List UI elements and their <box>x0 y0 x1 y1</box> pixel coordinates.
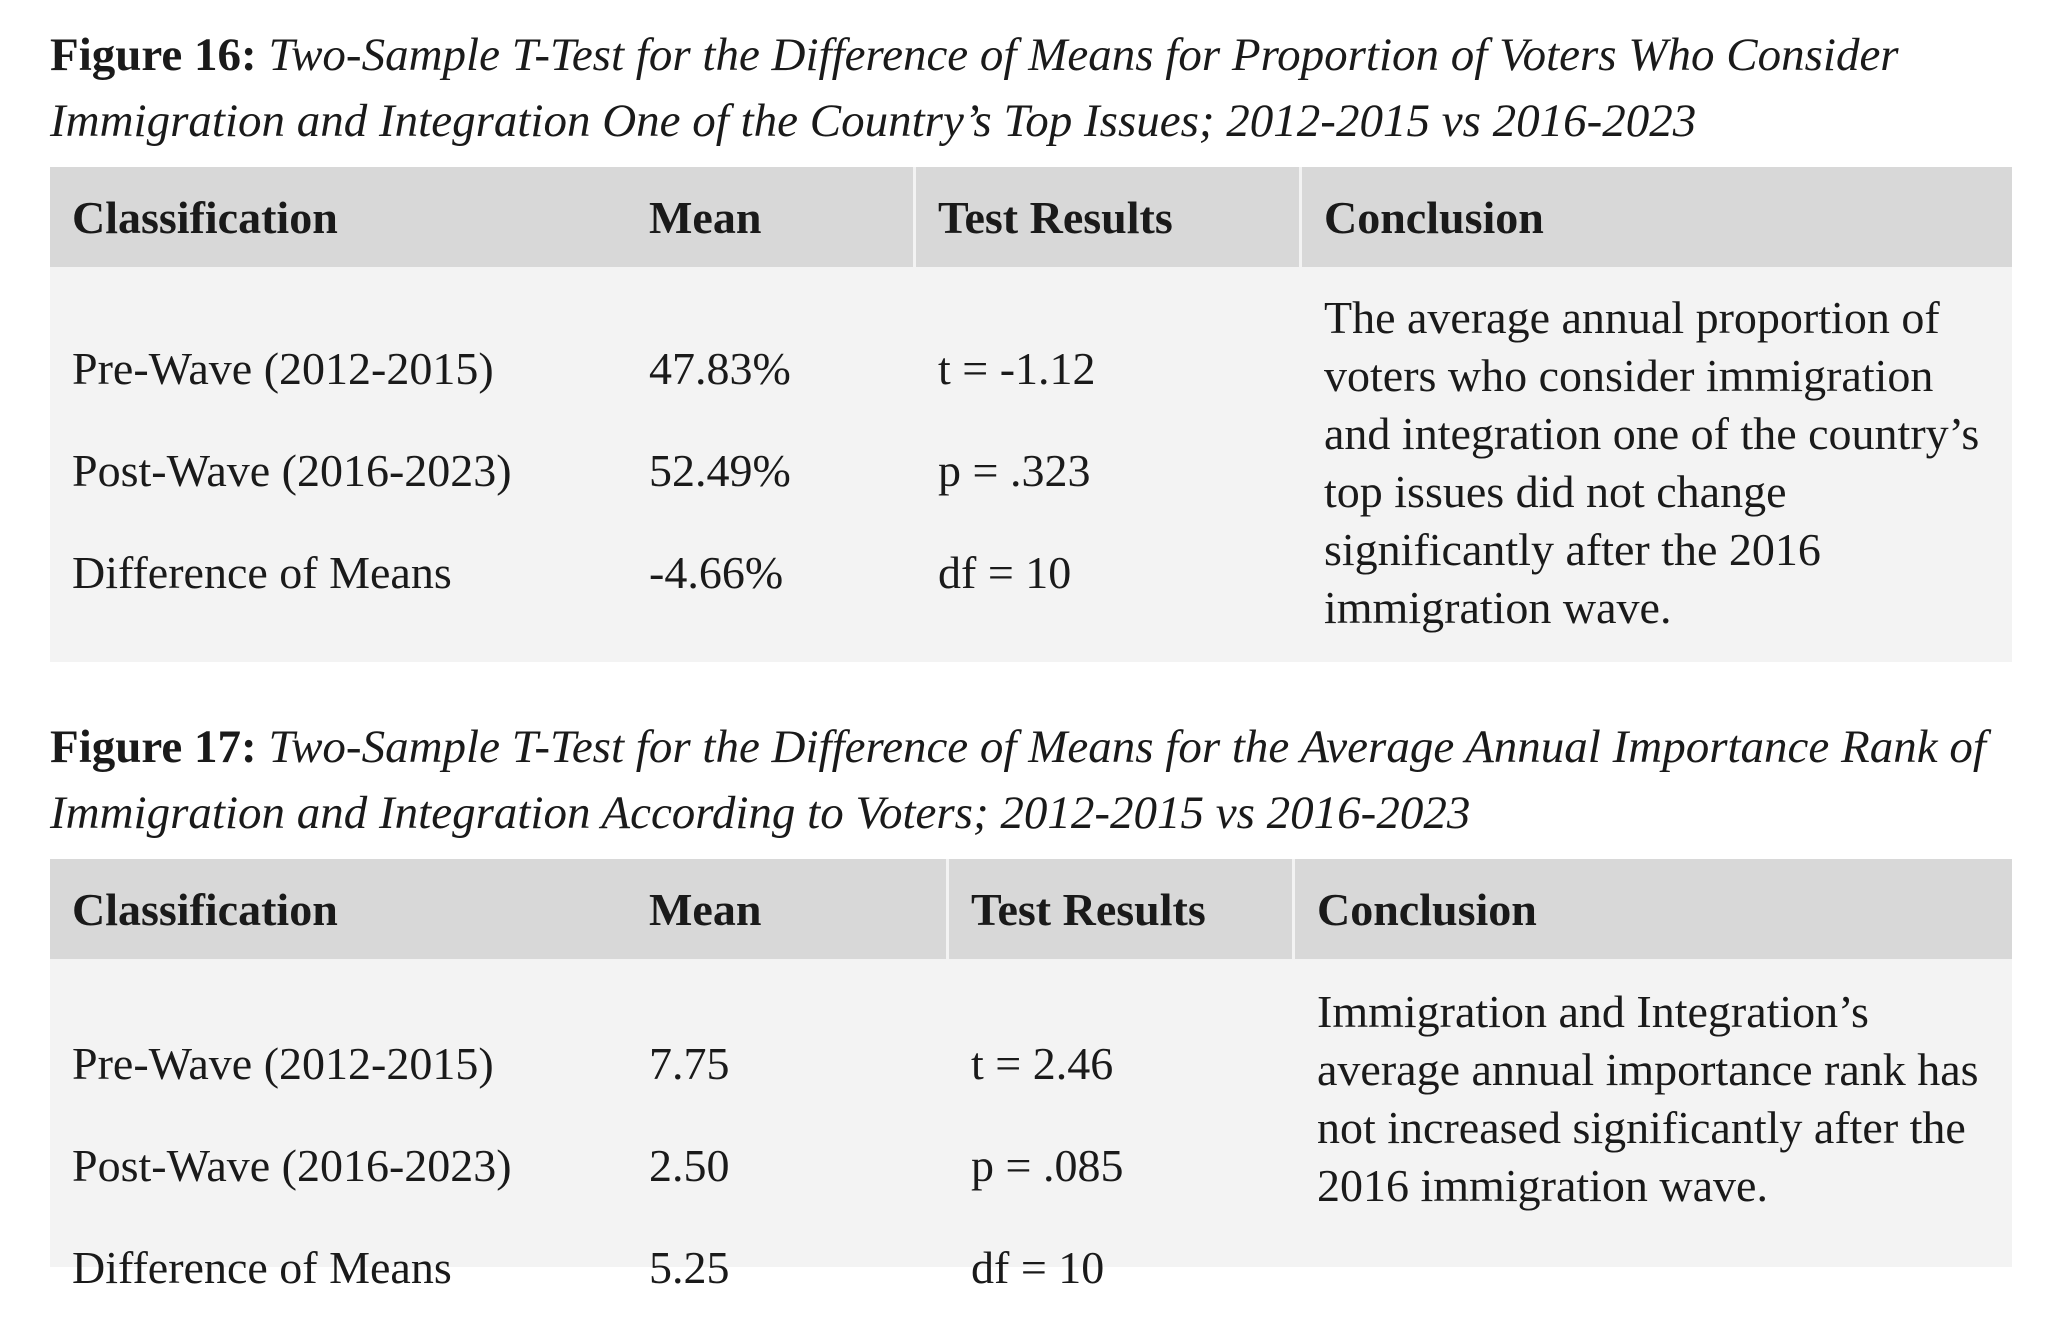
test-result-cell: p = .085 <box>971 1139 1124 1191</box>
header-conclusion: Conclusion <box>1292 859 2012 959</box>
mean-column: 47.83% 52.49% -4.66% <box>627 267 913 662</box>
ttest-table: Classification Mean Test Results Conclus… <box>50 859 2012 1293</box>
classification-cell: Pre-Wave (2012-2015) <box>72 342 494 394</box>
test-results-column: t = 2.46 p = .085 df = 10 <box>946 959 1292 1293</box>
mean-cell: 2.50 <box>649 1139 730 1191</box>
table-body: Pre-Wave (2012-2015) Post-Wave (2016-202… <box>50 267 2012 662</box>
classification-column: Pre-Wave (2012-2015) Post-Wave (2016-202… <box>50 959 627 1293</box>
test-results-column: t = -1.12 p = .323 df = 10 <box>913 267 1299 662</box>
conclusion-column: Immigration and Integration’s average an… <box>1292 959 2012 1267</box>
classification-cell: Difference of Means <box>72 1241 452 1293</box>
test-result-cell: df = 10 <box>971 1241 1105 1293</box>
classification-cell: Pre-Wave (2012-2015) <box>72 1037 494 1089</box>
header-conclusion: Conclusion <box>1299 167 2012 267</box>
header-mean: Mean <box>649 883 762 935</box>
mean-cell: -4.66% <box>649 546 784 598</box>
ttest-table: Classification Mean Test Results Conclus… <box>50 167 2012 662</box>
figure-caption: Figure 17: Two-Sample T-Test for the Dif… <box>50 714 2012 846</box>
mean-cell: 47.83% <box>649 342 791 394</box>
header-test-results: Test Results <box>913 167 1299 267</box>
figure-title: Two-Sample T-Test for the Difference of … <box>50 29 1899 147</box>
mean-cell: 7.75 <box>649 1037 730 1089</box>
conclusion-text: Immigration and Integration’s average an… <box>1317 986 1979 1211</box>
figure-label: Figure 16: <box>50 29 257 81</box>
figure-label: Figure 17: <box>50 721 257 773</box>
classification-cell: Difference of Means <box>72 546 452 598</box>
header-mean: Mean <box>649 191 762 243</box>
table-header-row: Classification Mean Test Results Conclus… <box>50 167 2012 267</box>
figure-16: Figure 16: Two-Sample T-Test for the Dif… <box>50 22 2012 662</box>
table-header-row: Classification Mean Test Results Conclus… <box>50 859 2012 959</box>
header-classification: Classification <box>72 191 338 243</box>
test-result-cell: p = .323 <box>938 444 1091 496</box>
mean-column: 7.75 2.50 5.25 <box>627 959 946 1293</box>
classification-cell: Post-Wave (2016-2023) <box>72 444 512 496</box>
conclusion-text: The average annual proportion of voters … <box>1324 292 1980 633</box>
table-body: Pre-Wave (2012-2015) Post-Wave (2016-202… <box>50 959 2012 1293</box>
classification-column: Pre-Wave (2012-2015) Post-Wave (2016-202… <box>50 267 627 662</box>
test-result-cell: t = 2.46 <box>971 1037 1114 1089</box>
conclusion-column: The average annual proportion of voters … <box>1299 267 2012 662</box>
mean-cell: 5.25 <box>649 1241 730 1293</box>
figure-caption: Figure 16: Two-Sample T-Test for the Dif… <box>50 22 2012 154</box>
test-result-cell: t = -1.12 <box>938 342 1096 394</box>
figure-title: Two-Sample T-Test for the Difference of … <box>50 721 1986 839</box>
figure-17: Figure 17: Two-Sample T-Test for the Dif… <box>50 714 2012 1293</box>
header-test-results: Test Results <box>946 859 1292 959</box>
classification-cell: Post-Wave (2016-2023) <box>72 1139 512 1191</box>
header-classification: Classification <box>72 883 338 935</box>
mean-cell: 52.49% <box>649 444 791 496</box>
test-result-cell: df = 10 <box>938 546 1072 598</box>
